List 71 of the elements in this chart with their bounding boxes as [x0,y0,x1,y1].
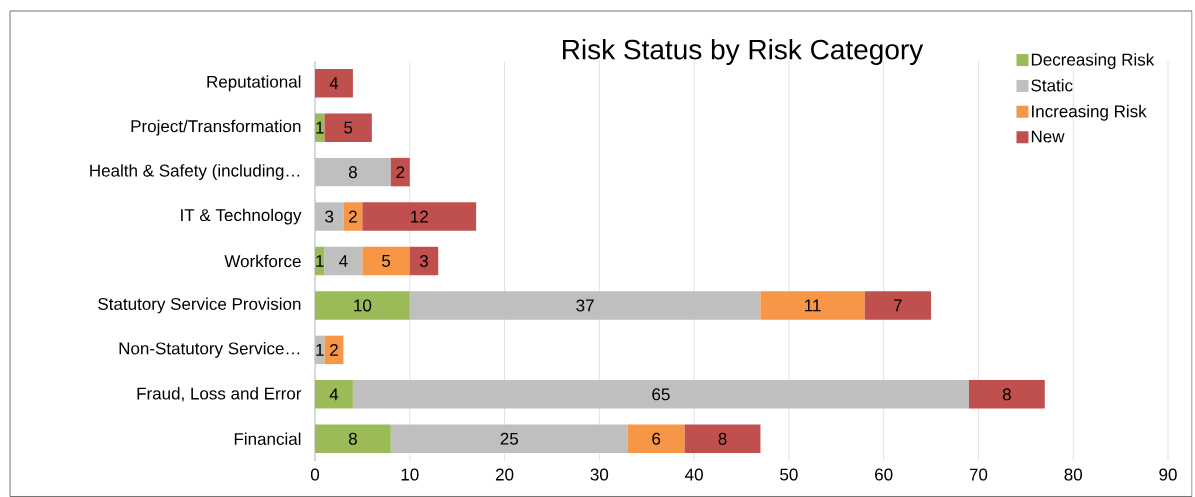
data-label: 8 [718,432,727,445]
legend-label: Static [1031,79,1073,92]
legend-label: New [1031,130,1065,143]
bar [315,68,353,98]
legend-label: Decreasing Risk [1031,53,1155,70]
bar [409,291,761,320]
bar [390,424,628,453]
bar [315,157,391,187]
data-label: 8 [1002,388,1011,401]
bar [324,335,344,365]
y-tick-label: Financial [234,432,301,446]
data-label: 3 [325,210,334,223]
y-tick-label: Project/Transformation [131,119,301,136]
bar [362,246,410,276]
data-label: 37 [576,299,594,312]
data-label: 1 [316,121,324,134]
x-tick-label: 70 [969,468,988,481]
y-tick-label: Reputational [207,75,301,92]
bar [343,202,363,231]
data-label: 11 [805,299,821,312]
data-label: 65 [652,388,670,401]
data-label: 4 [329,388,339,401]
bar [760,291,865,320]
x-tick-label: 0 [310,468,320,481]
data-label: 5 [344,121,353,134]
bar [324,246,363,276]
data-label: 6 [652,432,661,445]
bar [315,380,353,409]
x-tick-label: 30 [590,468,609,481]
bar [324,113,372,142]
bar [352,380,969,409]
bar [968,380,1045,409]
data-label: 25 [500,432,519,445]
x-tick-label: 20 [495,468,514,481]
y-tick-label: IT & Technology [181,208,302,225]
bar [409,246,439,276]
bar [362,202,477,231]
data-label: 4 [329,77,339,90]
x-tick-label: 90 [1159,468,1177,481]
data-label: 10 [354,299,372,312]
data-label: 8 [348,166,357,179]
bar [390,157,410,187]
legend-label: Increasing Risk [1032,104,1147,121]
y-tick-label: Fraud, Loss and Error [137,387,302,402]
data-label: 12 [411,210,428,223]
data-label: 5 [382,255,391,267]
data-label: 8 [348,432,357,445]
y-tick-label: Health & Safety (including… [90,164,300,181]
x-tick-label: 50 [780,468,798,481]
data-label: 2 [330,343,338,356]
x-tick-label: 60 [875,468,893,481]
y-tick-label: Workforce [224,254,301,268]
data-label: 2 [396,166,405,179]
data-label: 4 [339,255,348,267]
x-tick-label: 80 [1064,468,1083,481]
bar [627,424,685,453]
bar [315,291,410,320]
chart-title: Risk Status by Risk Category [563,38,924,66]
data-label: 2 [349,210,357,223]
bar [315,424,391,453]
bar [315,202,344,231]
x-tick-label: 10 [401,468,419,481]
bar [864,291,932,320]
data-label: 7 [894,299,902,312]
bar [684,424,761,453]
x-tick-label: 40 [685,468,703,481]
data-label: 1 [316,255,324,267]
y-tick-label: Non-Statutory Service… [119,341,300,358]
data-label: 1 [316,344,324,356]
y-tick-label: Statutory Service Provision [98,297,301,314]
data-label: 3 [419,254,428,268]
